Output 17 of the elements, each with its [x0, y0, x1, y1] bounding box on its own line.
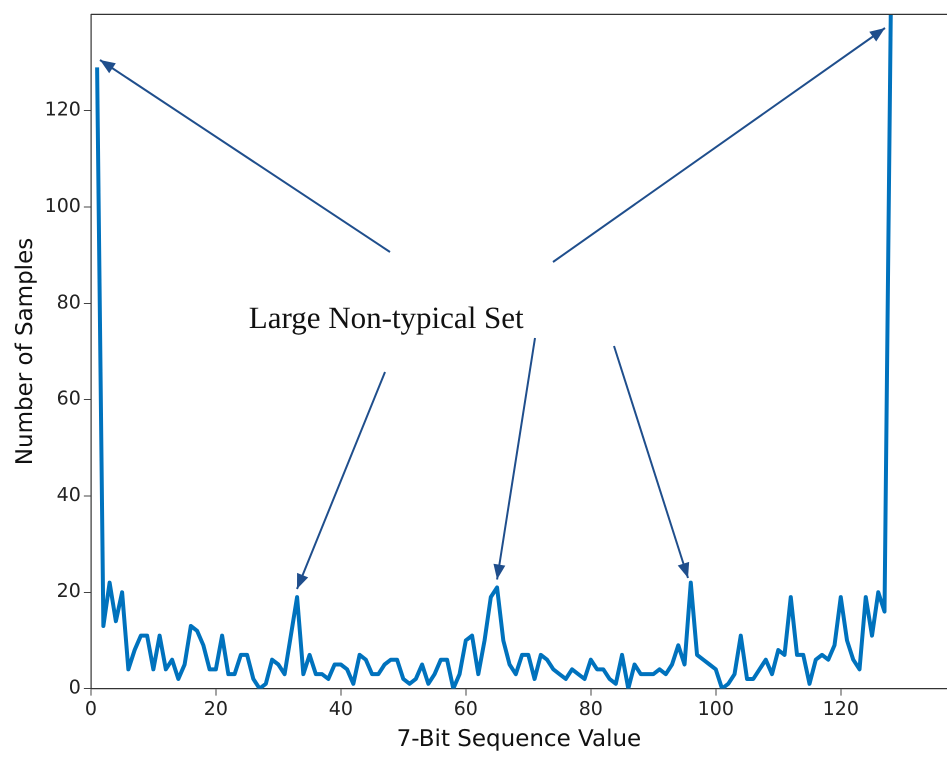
y-tick-label: 60 [56, 388, 81, 410]
x-tick-label: 100 [698, 698, 734, 720]
x-tick-label: 80 [578, 698, 603, 720]
x-tick-label: 20 [204, 698, 228, 720]
y-tick-label: 80 [56, 291, 81, 314]
y-tick-label: 100 [44, 194, 81, 217]
x-tick-label: 120 [822, 698, 859, 720]
y-tick-label: 20 [56, 580, 81, 602]
annotation: Large Non-typical Set [248, 300, 524, 336]
y-tick-label: 40 [56, 484, 81, 506]
y-tick-label: 120 [44, 98, 81, 121]
x-tick-label: 60 [454, 698, 478, 720]
x-tick-label: 0 [84, 698, 97, 720]
y-tick-label: 0 [68, 676, 81, 699]
x-axis-title: 7-Bit Sequence Value [396, 726, 642, 752]
x-tick-label: 40 [328, 698, 353, 720]
y-axis-title: Number of Samples [12, 238, 38, 466]
